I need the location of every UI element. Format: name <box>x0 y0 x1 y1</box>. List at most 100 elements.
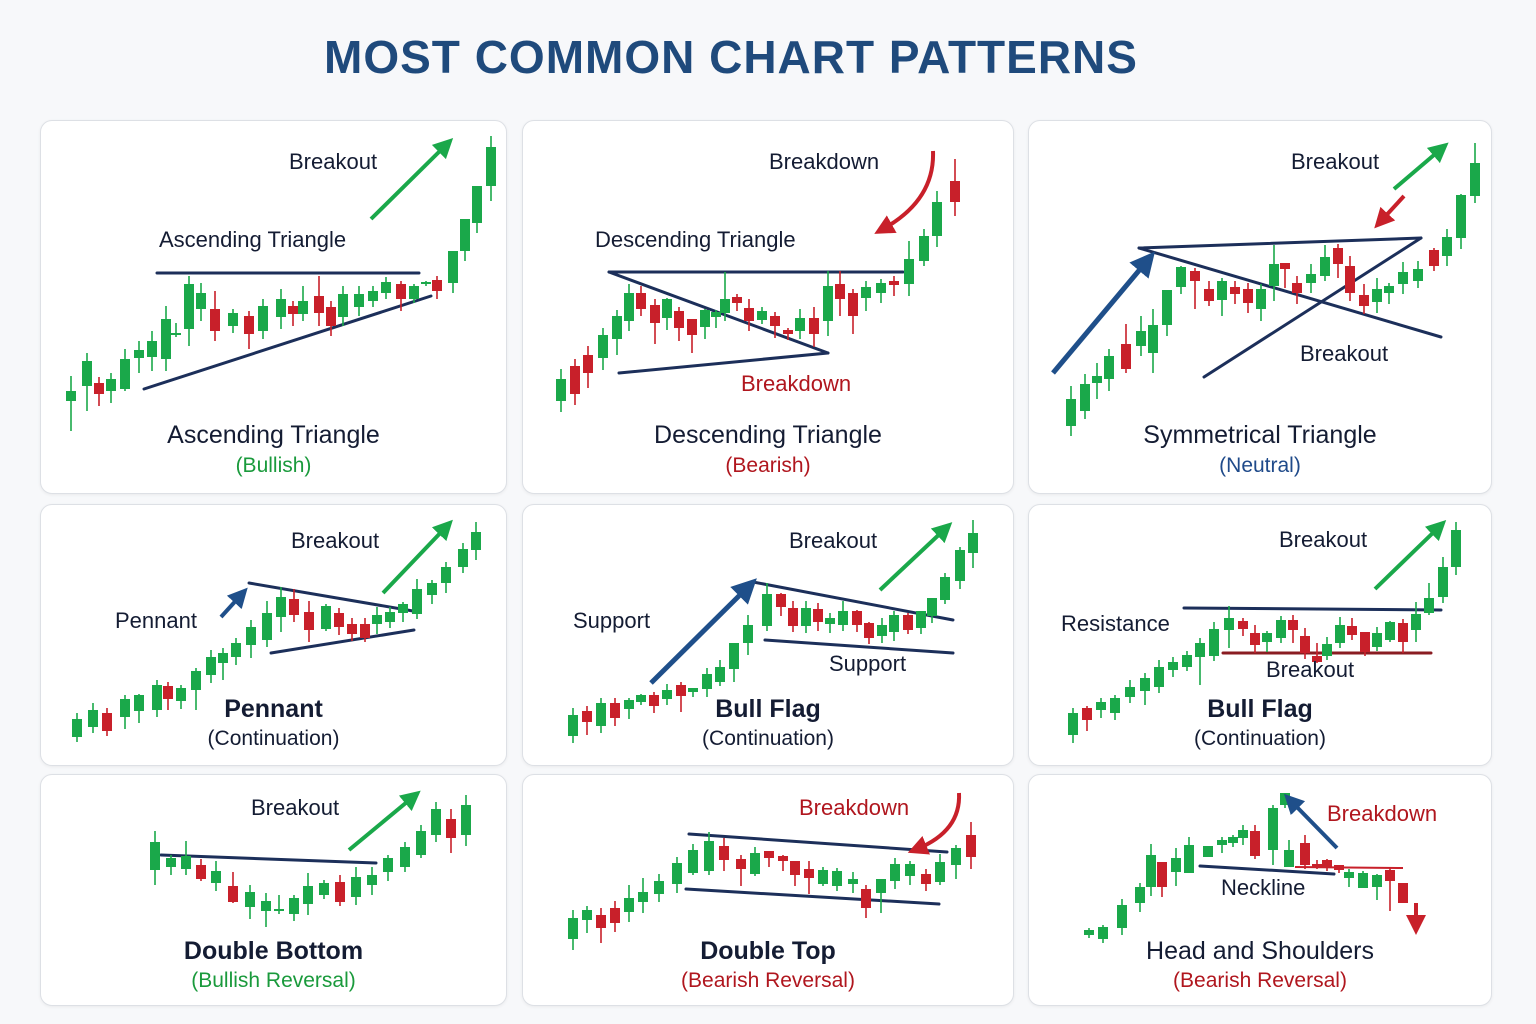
bullish-candle <box>400 842 410 872</box>
annotation-label: Breakout <box>1266 657 1355 682</box>
bearish-candle <box>813 603 823 631</box>
bearish-candle <box>446 809 456 853</box>
annotation-label: Support <box>829 651 907 676</box>
pattern-panel-ascending-triangle: Breakout Ascending Triangle Ascending Tria… <box>40 120 507 494</box>
annotation-label: Resistance <box>1061 611 1170 636</box>
bearish-candle <box>1360 632 1370 656</box>
bearish-candle <box>1345 256 1355 301</box>
bullish-candle <box>1228 835 1238 847</box>
bullish-candle <box>367 867 377 895</box>
annotation-label: Neckline <box>1221 875 1306 900</box>
trendline <box>684 887 941 906</box>
bullish-candle <box>1256 284 1266 321</box>
bullish-candle <box>940 573 950 604</box>
bullish-candle <box>1320 245 1330 281</box>
bullish-candle <box>1136 316 1146 356</box>
bullish-candle <box>1438 557 1448 603</box>
bullish-candle <box>568 910 578 950</box>
bullish-candle <box>711 310 721 328</box>
bullish-candle <box>1413 261 1423 288</box>
bullish-candle <box>1140 673 1150 705</box>
bullish-candle <box>1068 708 1078 743</box>
bullish-candle <box>729 643 739 682</box>
annotation-label: Breakout <box>1300 341 1389 366</box>
bullish-candle <box>385 607 395 628</box>
annotation-label: Breakout <box>1291 149 1380 174</box>
annotation-label: Breakdown <box>769 149 880 174</box>
trendline <box>269 628 416 655</box>
annotation-label: Breakout <box>789 528 878 553</box>
bullish-candle <box>1424 583 1434 615</box>
bearish-candle <box>950 159 960 216</box>
breakdown-arrow-icon <box>907 792 962 855</box>
bearish-candle <box>102 708 112 736</box>
pattern-bias: (Neutral) <box>1219 454 1301 477</box>
bullish-candle <box>231 638 241 665</box>
annotation-label: Breakout <box>251 795 340 820</box>
bearish-candle <box>790 861 800 886</box>
bearish-candle <box>596 908 606 943</box>
bullish-candle <box>596 698 606 733</box>
bullish-candle <box>832 868 842 891</box>
bullish-candle <box>1238 825 1248 845</box>
pattern-bias: (Bearish Reversal) <box>681 969 855 992</box>
bullish-candle <box>1372 627 1382 651</box>
pattern-panel-head-and-shoulders: Breakdown Neckline Head and Shoulders (Bear… <box>1028 774 1492 1006</box>
bullish-candle <box>1066 386 1076 436</box>
bullish-candle <box>904 241 914 296</box>
bearish-candle <box>1250 825 1260 859</box>
bullish-candle <box>612 310 622 355</box>
pattern-title: Double Bottom <box>183 937 364 965</box>
bullish-candle <box>757 307 767 324</box>
bearish-candle <box>210 291 220 341</box>
annotation-label: Ascending Triangle <box>159 227 347 252</box>
bullish-candle <box>421 281 431 286</box>
pattern-panel-descending-triangle: Breakdown Descending Triangle Breakdown Des… <box>522 120 1014 494</box>
breakout-arrow-icon <box>1392 142 1449 191</box>
bullish-candle <box>448 251 458 293</box>
bullish-candle <box>398 602 408 622</box>
bullish-candle <box>1322 637 1332 660</box>
pattern-panel-double-bottom: Breakout Double Bottom (Bullish Reversal) <box>40 774 507 1006</box>
bullish-candle <box>636 694 646 705</box>
bullish-candle <box>1442 229 1452 266</box>
bullish-candle <box>1385 621 1395 642</box>
bullish-candle <box>889 611 899 641</box>
candlestick-chart <box>568 792 976 950</box>
breakdown-arrow-icon <box>874 150 936 234</box>
bearish-candle <box>732 294 742 311</box>
pattern-title: Pennant <box>224 695 323 723</box>
bearish-candle <box>228 872 238 903</box>
bullish-candle <box>795 309 805 339</box>
bearish-candle <box>1204 281 1214 306</box>
bullish-candle <box>750 847 760 876</box>
bullish-candle <box>1125 680 1135 703</box>
bullish-candle <box>319 880 329 899</box>
bearish-candle <box>744 299 754 331</box>
bullish-candle <box>191 668 201 710</box>
trendline <box>617 351 830 375</box>
bullish-candle <box>838 601 848 631</box>
bullish-candle <box>1184 837 1194 873</box>
bullish-candle <box>1344 869 1354 887</box>
bullish-candle <box>919 229 929 266</box>
bullish-candle <box>876 879 886 913</box>
bullish-candle <box>927 598 937 623</box>
pattern-panel-bull-flag-1: Breakout Support Support Bull Flag (Continua… <box>522 504 1014 766</box>
bearish-candle <box>570 359 580 405</box>
bearish-candle <box>326 301 336 336</box>
bearish-candle <box>903 613 913 634</box>
bullish-candle <box>877 618 887 643</box>
breakout-arrow-icon <box>1051 251 1156 375</box>
bullish-candle <box>472 186 482 233</box>
bearish-candle <box>1121 324 1131 373</box>
trendline <box>1182 606 1443 612</box>
bullish-candle <box>120 695 130 729</box>
bullish-candle <box>416 825 426 858</box>
bullish-candle <box>258 299 268 339</box>
bullish-candle <box>1104 349 1114 391</box>
candlestick-chart <box>1051 142 1480 436</box>
bullish-candle <box>890 858 900 889</box>
bearish-candle <box>1429 248 1439 271</box>
annotation-label: Breakout <box>289 149 378 174</box>
